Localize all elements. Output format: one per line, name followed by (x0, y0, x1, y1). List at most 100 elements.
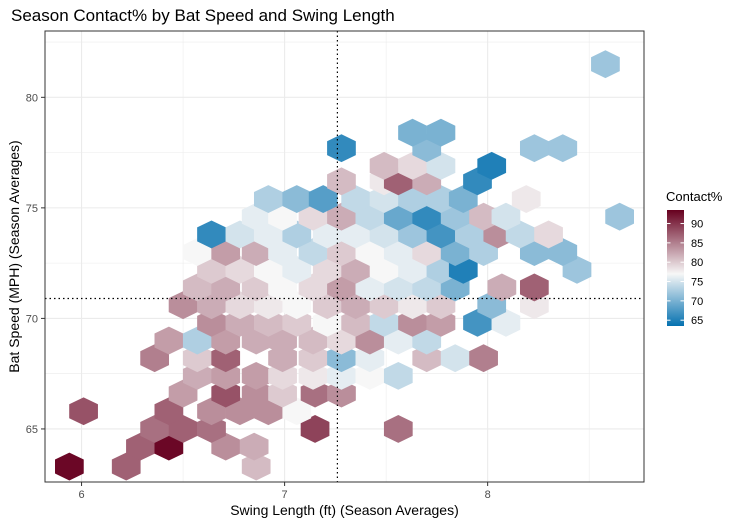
hex-bin (211, 379, 241, 408)
hex-bin (448, 185, 478, 213)
hex-bin (605, 202, 634, 231)
legend: Contact% 65 70 75 80 85 90 (666, 189, 723, 327)
legend-tick-label: 70 (691, 296, 703, 308)
hex-bin (197, 308, 226, 337)
hex-bin (355, 326, 385, 355)
hex-bin (383, 202, 413, 231)
hex-bin (298, 344, 328, 373)
hex-bin (398, 118, 427, 147)
hex-bin (268, 361, 297, 390)
hex-bin (211, 361, 241, 390)
hex-bin (154, 432, 184, 461)
hex-bin (225, 291, 255, 320)
y-tick-label: 65 (26, 424, 38, 436)
hex-bin (534, 220, 563, 249)
hex-bins (55, 50, 634, 481)
legend-title: Contact% (666, 189, 723, 204)
y-tick-label: 80 (26, 92, 38, 104)
hex-bin (111, 452, 141, 481)
hex-bin (225, 220, 255, 249)
hex-bin (300, 415, 330, 443)
hex-bin (268, 273, 297, 302)
hex-bin (312, 255, 342, 284)
hex-bin (463, 308, 492, 337)
hex-bin (327, 238, 356, 267)
hex-bin (327, 202, 356, 231)
hex-bin (369, 220, 399, 249)
hex-bin (241, 379, 271, 408)
hex-bin (355, 202, 385, 231)
hex-bin (341, 255, 371, 284)
hex-bin (241, 361, 271, 390)
hex-bin (282, 397, 312, 426)
hex-bin (298, 326, 328, 355)
hex-bin (239, 432, 269, 461)
hex-bin (211, 326, 241, 355)
hex-bin (398, 185, 427, 213)
hex-bin (548, 134, 578, 163)
y-axis-title: Bat Speed (MPH) (Season Averages) (6, 140, 22, 372)
legend-colorbar (667, 210, 684, 326)
hex-bin (225, 255, 255, 284)
hex-bin (126, 432, 155, 461)
hex-bin (211, 432, 241, 461)
hex-bin (383, 415, 413, 443)
hex-bin (426, 255, 456, 284)
hex-bin (369, 151, 399, 180)
hex-bin (282, 255, 312, 284)
hex-bin (369, 308, 399, 337)
hex-bin (469, 238, 498, 267)
hex-bin (268, 238, 297, 267)
hex-bin (341, 308, 371, 337)
hex-bin (327, 344, 356, 373)
reference-lines (45, 31, 644, 482)
hex-bin (182, 344, 212, 373)
hex-bin (253, 185, 283, 213)
hex-bin (383, 273, 413, 302)
hex-bin (154, 397, 184, 426)
hex-bin (491, 202, 521, 231)
plot-border (44, 30, 645, 483)
hex-bin (211, 344, 241, 373)
hex-bin (197, 397, 226, 426)
hex-bin (268, 379, 297, 408)
legend-ticks: 65 70 75 80 85 90 (667, 219, 703, 327)
hex-bin (341, 291, 371, 320)
hex-bin (383, 361, 413, 390)
hex-bin (369, 255, 399, 284)
x-tick-label: 8 (485, 489, 491, 501)
hex-bin (412, 326, 442, 355)
x-axis: 6 7 8 (78, 482, 491, 501)
hex-bin (412, 238, 442, 267)
legend-tick-label: 90 (691, 219, 703, 231)
hex-bin (369, 185, 399, 213)
hex-bin (369, 291, 399, 320)
hex-bin (168, 379, 198, 408)
hex-bin (182, 238, 212, 267)
x-tick-label: 6 (78, 489, 84, 501)
hex-bin (241, 452, 271, 481)
hex-bin (511, 185, 541, 213)
hex-bin (505, 220, 535, 249)
hex-bin (140, 344, 170, 373)
hex-bin (383, 238, 413, 267)
hex-bin (327, 379, 356, 408)
hex-bin (327, 326, 356, 355)
hex-bin (591, 50, 620, 79)
legend-tick-label: 65 (691, 315, 703, 327)
x-tick-label: 7 (282, 489, 288, 501)
hex-bin (341, 220, 371, 249)
hex-bin (197, 255, 226, 284)
hex-bin (298, 273, 328, 302)
hex-bin (182, 361, 212, 390)
hex-bin (455, 220, 484, 249)
hex-bin (308, 185, 338, 213)
hex-bin (426, 118, 456, 147)
hex-bin (341, 185, 371, 213)
hex-bin (327, 361, 356, 390)
hex-bin (298, 238, 328, 267)
hex-bin (398, 308, 427, 337)
hex-bin (282, 220, 312, 249)
hex-bin (519, 238, 549, 267)
